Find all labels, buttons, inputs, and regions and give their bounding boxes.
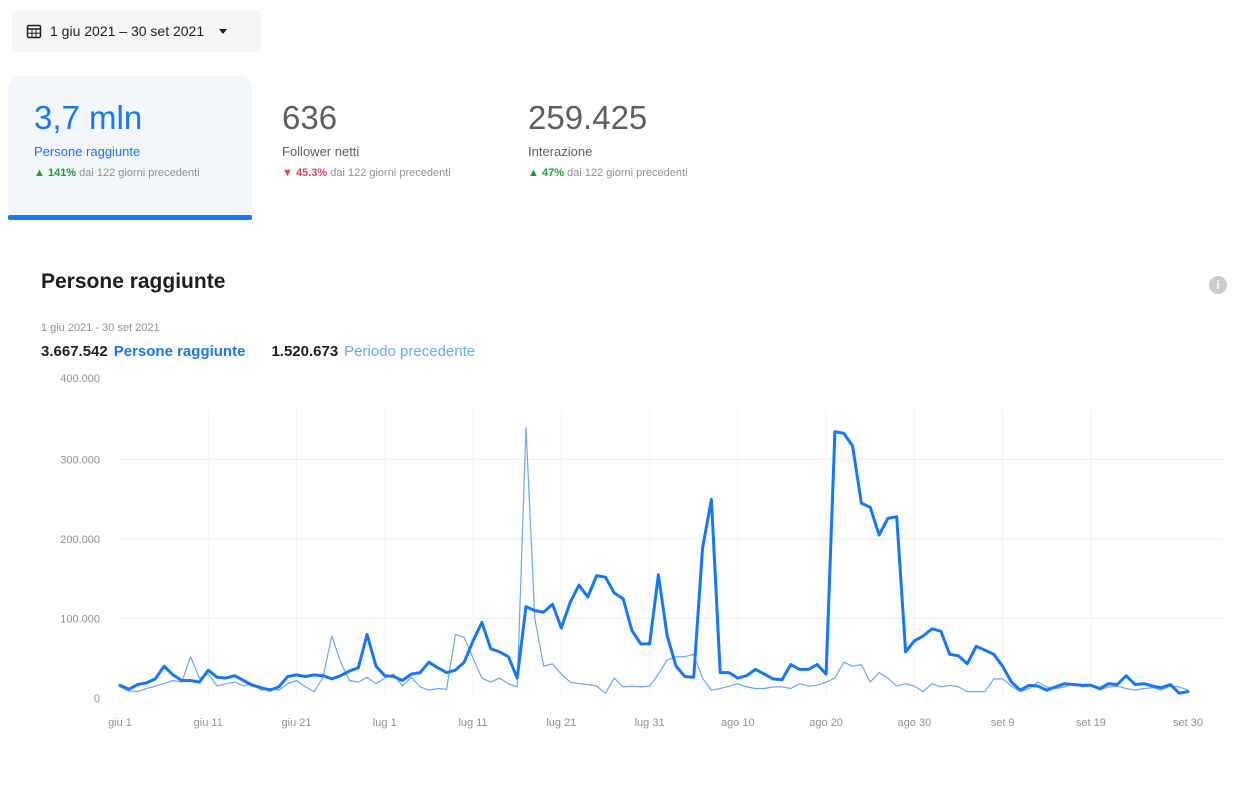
kpi-change-value: 141%: [47, 167, 77, 179]
kpi-change: ▲ 47% dai 122 giorni precedenti: [528, 167, 752, 179]
reach-line-chart: 0 100.000 200.000 300.000 400.000 giu 1 giu 11…: [60, 373, 1222, 729]
kpi-value: 636: [282, 99, 338, 136]
x-tick-label: set 19: [1076, 717, 1106, 729]
series-line-current: [118, 430, 1190, 695]
x-tick-label: ago 10: [721, 717, 755, 729]
chart-date-range: 1 giu 2021 - 30 set 2021: [41, 322, 160, 334]
x-tick-label: ago 20: [809, 717, 843, 729]
legend-item-current[interactable]: 3.667.542 Persone raggiunte: [41, 343, 245, 360]
caret-down-icon: [219, 29, 228, 34]
kpi-tabs: 3,7 mln Persone raggiunte ▲ 141% dai 122…: [8, 76, 1248, 221]
kpi-change-value: 47%: [541, 167, 564, 179]
series-line-previous: [119, 427, 1189, 694]
x-tick-label: ago 30: [898, 717, 932, 729]
kpi-value: 3,7 mln: [34, 99, 143, 136]
kpi-label: Follower netti: [282, 144, 360, 159]
y-tick-label: 400.000: [60, 373, 100, 385]
x-tick-label: set 9: [991, 717, 1015, 729]
kpi-tab-reach[interactable]: 3,7 mln Persone raggiunte ▲ 141% dai 122…: [8, 76, 252, 220]
y-tick-label: 0: [94, 693, 100, 705]
kpi-tab-engagement[interactable]: 259.425 Interazione ▲ 47% dai 122 giorni…: [502, 76, 752, 216]
active-tab-indicator: [8, 215, 252, 220]
x-tick-label: giu 1: [108, 717, 132, 729]
legend-item-previous[interactable]: 1.520.673 Periodo precedente: [271, 343, 475, 360]
kpi-change-suffix: dai 122 giorni precedenti: [79, 167, 200, 179]
x-tick-label: lug 21: [546, 717, 576, 729]
arrow-up-icon: ▲: [528, 167, 539, 179]
kpi-value: 259.425: [528, 99, 648, 136]
kpi-change-suffix: dai 122 giorni precedenti: [330, 167, 451, 179]
legend-label: Persone raggiunte: [113, 343, 246, 360]
kpi-change-suffix: dai 122 giorni precedenti: [567, 167, 688, 179]
x-tick-label: giu 21: [282, 717, 312, 729]
kpi-change: ▼ 45.3% dai 122 giorni precedenti: [282, 167, 500, 179]
kpi-change-value: 45.3%: [295, 167, 328, 179]
kpi-label: Persone raggiunte: [34, 144, 141, 159]
x-tick-label: lug 1: [373, 717, 397, 729]
arrow-up-icon: ▲: [34, 167, 45, 179]
arrow-down-icon: ▼: [282, 167, 293, 179]
info-icon[interactable]: i: [1209, 276, 1227, 294]
date-range-label: 1 giu 2021 – 30 set 2021: [50, 23, 205, 39]
date-range-picker[interactable]: 1 giu 2021 – 30 set 2021: [12, 10, 262, 52]
calendar-icon: [26, 24, 42, 39]
chart-legend: 3.667.542 Persone raggiunte 1.520.673 Peri…: [41, 343, 475, 360]
y-tick-label: 300.000: [60, 455, 100, 467]
x-tick-label: set 30: [1173, 717, 1203, 729]
y-tick-label: 100.000: [60, 614, 100, 626]
kpi-label: Interazione: [528, 144, 593, 159]
x-tick-label: giu 11: [194, 717, 223, 729]
chart-title: Persone raggiunte: [41, 270, 226, 293]
x-tick-label: lug 11: [458, 717, 487, 729]
kpi-tab-followers[interactable]: 636 Follower netti ▼ 45.3% dai 122 giorn…: [256, 76, 500, 216]
legend-value: 3.667.542: [41, 343, 108, 360]
y-tick-label: 200.000: [60, 534, 100, 546]
kpi-change: ▲ 141% dai 122 giorni precedenti: [34, 167, 252, 179]
x-tick-label: lug 31: [635, 717, 665, 729]
legend-label: Periodo precedente: [344, 343, 476, 360]
legend-value: 1.520.673: [271, 343, 339, 360]
